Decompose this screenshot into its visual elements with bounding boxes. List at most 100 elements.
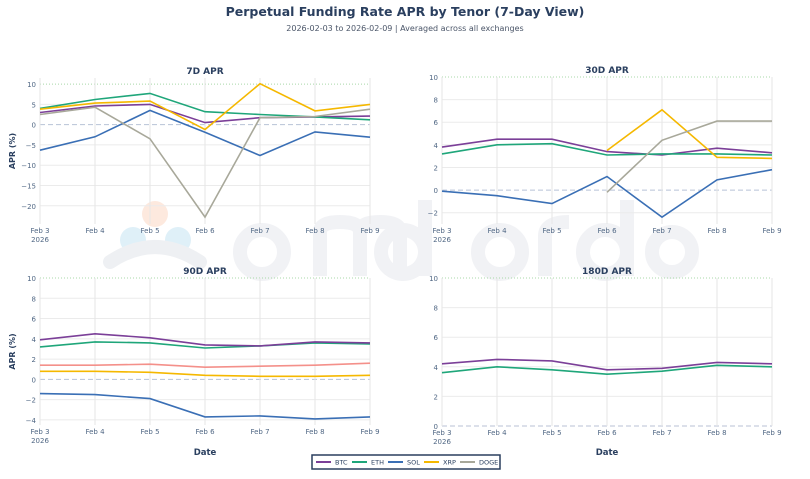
y-tick-label: 4 xyxy=(32,336,37,344)
y-tick-label: 0 xyxy=(434,423,438,431)
series-line-sol xyxy=(39,109,371,157)
y-tick-label: −5 xyxy=(26,142,36,150)
y-tick-label: 4 xyxy=(434,364,439,372)
x-tick-year: 2026 xyxy=(31,437,49,445)
y-tick-label: 0 xyxy=(434,187,438,195)
x-tick-label: Feb 8 xyxy=(305,227,324,235)
y-tick-label: 10 xyxy=(27,275,36,283)
legend-label: ETH xyxy=(371,459,384,467)
x-tick-year: 2026 xyxy=(433,236,451,244)
series-line-btc xyxy=(39,332,371,347)
y-tick-label: 2 xyxy=(434,393,438,401)
x-tick-label: Feb 5 xyxy=(542,227,561,235)
x-tick-label: Feb 3 xyxy=(30,428,49,436)
legend-item-xrp[interactable]: XRP xyxy=(424,459,456,467)
y-tick-label: 8 xyxy=(434,97,438,105)
x-tick-label: Feb 8 xyxy=(305,428,324,436)
legend-item-sol[interactable]: SOL xyxy=(388,459,420,467)
chart-subtitle: 2026-02-03 to 2026-02-09 | Averaged acro… xyxy=(286,24,523,33)
series-line-eth xyxy=(441,142,773,156)
legend-label: XRP xyxy=(443,459,456,467)
x-tick-label: Feb 9 xyxy=(360,227,379,235)
y-tick-label: −20 xyxy=(21,203,36,211)
x-tick-label: Feb 8 xyxy=(707,429,726,437)
x-tick-label: Feb 6 xyxy=(195,428,215,436)
legend-item-btc[interactable]: BTC xyxy=(316,459,348,467)
panel-title: 30D APR xyxy=(585,66,629,76)
series-line-xrp xyxy=(606,108,773,160)
y-tick-label: −2 xyxy=(26,397,36,405)
watermark-dot xyxy=(142,201,168,227)
series-line-doge xyxy=(606,120,772,193)
series-line-unlabeled xyxy=(40,362,371,369)
x-tick-label: Feb 7 xyxy=(652,429,671,437)
watermark-glyph xyxy=(471,223,529,281)
x-tick-label: Feb 9 xyxy=(360,428,379,436)
x-tick-label: Feb 6 xyxy=(195,227,215,235)
y-tick-label: −4 xyxy=(26,417,37,425)
series-line-btc xyxy=(441,358,773,371)
y-axis-title: APR (%) xyxy=(8,133,17,169)
x-tick-label: Feb 3 xyxy=(432,429,451,437)
watermark-glyph xyxy=(645,225,699,279)
y-tick-label: 2 xyxy=(434,164,438,172)
watermark-glyph xyxy=(233,223,291,281)
series-line-btc xyxy=(441,138,773,156)
y-tick-label: 8 xyxy=(434,305,438,313)
x-tick-label: Feb 3 xyxy=(432,227,451,235)
y-tick-label: 10 xyxy=(429,74,438,82)
legend-box xyxy=(311,454,501,470)
y-tick-label: 8 xyxy=(32,295,36,303)
x-tick-label: Feb 7 xyxy=(250,227,269,235)
watermark-swoosh xyxy=(103,240,207,269)
x-tick-label: Feb 6 xyxy=(597,227,617,235)
series-line-eth xyxy=(39,341,371,349)
x-tick-label: Feb 7 xyxy=(250,428,269,436)
x-tick-label: Feb 4 xyxy=(85,227,105,235)
series-line-xrp xyxy=(40,370,371,378)
series-line-sol xyxy=(39,392,371,420)
x-tick-label: Feb 5 xyxy=(542,429,561,437)
legend-label: SOL xyxy=(407,459,420,467)
y-tick-label: 10 xyxy=(27,81,36,89)
chart-title: Perpetual Funding Rate APR by Tenor (7-D… xyxy=(226,4,585,19)
x-tick-year: 2026 xyxy=(433,438,451,446)
series-line-doge xyxy=(39,106,371,219)
x-tick-label: Feb 8 xyxy=(707,227,726,235)
x-tick-label: Feb 6 xyxy=(597,429,617,437)
x-tick-label: Feb 4 xyxy=(85,428,105,436)
y-tick-label: 2 xyxy=(32,356,36,364)
legend: BTC ETH SOL XRP DOGE xyxy=(311,454,501,470)
x-tick-label: Feb 5 xyxy=(140,428,159,436)
series-line-xrp xyxy=(39,82,371,131)
y-tick-label: 6 xyxy=(32,316,37,324)
y-tick-label: −2 xyxy=(428,210,438,218)
x-tick-label: Feb 4 xyxy=(487,429,507,437)
x-tick-label: Feb 7 xyxy=(652,227,671,235)
y-tick-label: 0 xyxy=(32,376,36,384)
watermark-logo xyxy=(103,200,699,282)
watermark-letters xyxy=(233,200,699,282)
x-tick-label: Feb 3 xyxy=(30,227,49,235)
legend-item-doge[interactable]: DOGE xyxy=(460,459,498,467)
series-line-sol xyxy=(441,168,773,219)
legend-label: BTC xyxy=(335,459,348,467)
panel-title: 90D APR xyxy=(183,267,227,277)
series-line-eth xyxy=(441,364,773,376)
y-tick-label: 10 xyxy=(429,275,438,283)
x-axis-title: Date xyxy=(194,448,217,458)
y-tick-label: 5 xyxy=(32,101,36,109)
x-tick-label: Feb 9 xyxy=(762,227,781,235)
legend-item-eth[interactable]: ETH xyxy=(352,459,384,467)
x-tick-label: Feb 9 xyxy=(762,429,781,437)
y-axis-title: APR (%) xyxy=(8,333,17,369)
y-tick-label: 0 xyxy=(32,122,36,130)
panel-title: 180D APR xyxy=(582,267,632,277)
legend-label: DOGE xyxy=(479,459,498,467)
